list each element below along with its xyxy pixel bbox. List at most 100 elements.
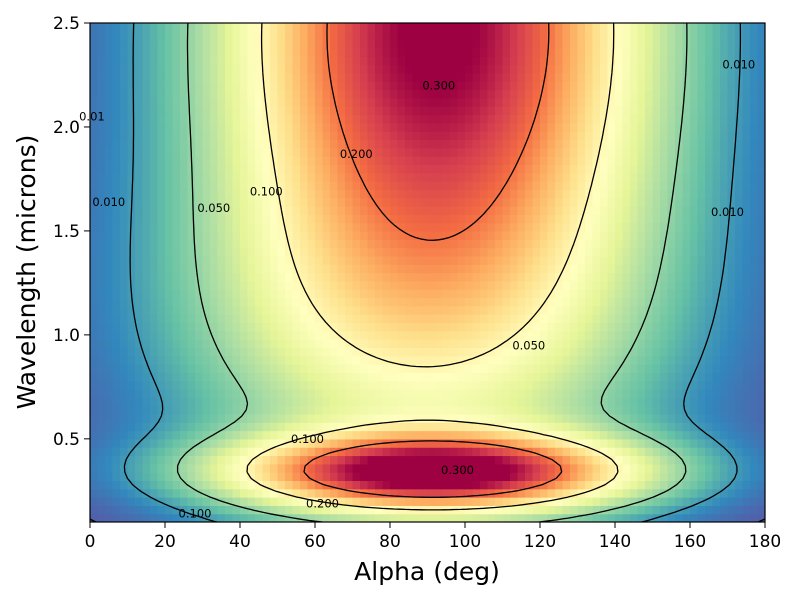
heatmap-cell [270, 372, 279, 382]
heatmap-cell [637, 513, 646, 522]
heatmap-cell [330, 363, 339, 373]
heatmap-cell [562, 97, 571, 107]
heatmap-cell [517, 247, 526, 257]
heatmap-cell [615, 297, 624, 307]
heatmap-cell [322, 81, 331, 91]
heatmap-cell [555, 339, 564, 348]
heatmap-cell [150, 497, 159, 506]
heatmap-cell [90, 122, 99, 132]
heatmap-cell [202, 214, 211, 224]
heatmap-cell [517, 89, 526, 99]
heatmap-cell [127, 255, 136, 265]
heatmap-cell [255, 131, 264, 141]
heatmap-cell [615, 488, 624, 498]
heatmap-cell [607, 463, 616, 473]
heatmap-cell [247, 230, 256, 240]
heatmap-cell [570, 430, 579, 440]
heatmap-cell [555, 255, 564, 265]
heatmap-cell [570, 139, 579, 149]
heatmap-cell [157, 247, 166, 257]
heatmap-cell [412, 189, 421, 199]
heatmap-cell [397, 156, 406, 165]
heatmap-cell [202, 247, 211, 257]
heatmap-cell [750, 89, 759, 99]
heatmap-cell [90, 513, 99, 522]
heatmap-cell [172, 480, 181, 490]
heatmap-cell [157, 297, 166, 307]
heatmap-cell [142, 422, 151, 432]
heatmap-cell [127, 305, 136, 315]
heatmap-cell [480, 497, 489, 506]
heatmap-cell [225, 388, 234, 398]
heatmap-cell [682, 197, 691, 207]
heatmap-cell [97, 255, 106, 265]
heatmap-cell [735, 347, 744, 357]
heatmap-cell [97, 347, 106, 357]
heatmap-cell [225, 480, 234, 490]
heatmap-cell [750, 363, 759, 373]
heatmap-cell [532, 380, 541, 390]
heatmap-cell [315, 197, 324, 207]
heatmap-cell [285, 147, 294, 157]
heatmap-cell [97, 314, 106, 323]
heatmap-cell [352, 289, 361, 299]
heatmap-cell [165, 156, 174, 165]
heatmap-cell [202, 339, 211, 348]
heatmap-cell [547, 388, 556, 398]
heatmap-cell [277, 388, 286, 398]
heatmap-cell [270, 297, 279, 307]
heatmap-cell [427, 230, 436, 240]
heatmap-cell [247, 56, 256, 66]
heatmap-cell [277, 314, 286, 323]
heatmap-cell [585, 214, 594, 224]
heatmap-cell [285, 347, 294, 357]
heatmap-cell [97, 189, 106, 199]
heatmap-cell [375, 106, 384, 116]
heatmap-cell [427, 330, 436, 340]
heatmap-cell [382, 314, 391, 323]
heatmap-cell [622, 255, 631, 265]
heatmap-cell [307, 480, 316, 490]
heatmap-cell [705, 397, 714, 407]
heatmap-cell [472, 89, 481, 99]
heatmap-cell [127, 64, 136, 74]
heatmap-cell [697, 222, 706, 232]
heatmap-cell [742, 513, 751, 522]
heatmap-cell [607, 363, 616, 373]
heatmap-cell [375, 280, 384, 290]
heatmap-cell [405, 472, 414, 482]
heatmap-cell [112, 305, 121, 315]
heatmap-cell [255, 147, 264, 157]
heatmap-cell [127, 97, 136, 107]
heatmap-cell [142, 255, 151, 265]
heatmap-cell [210, 438, 219, 448]
heatmap-cell [645, 397, 654, 407]
heatmap-cell [360, 72, 369, 82]
heatmap-cell [285, 122, 294, 132]
heatmap-cell [720, 81, 729, 91]
heatmap-cell [622, 106, 631, 116]
heatmap-cell [427, 64, 436, 74]
heatmap-cell [562, 172, 571, 182]
heatmap-cell [435, 255, 444, 265]
heatmap-cell [180, 122, 189, 132]
heatmap-cell [315, 480, 324, 490]
heatmap-cell [217, 289, 226, 299]
heatmap-cell [202, 156, 211, 165]
heatmap-cell [180, 89, 189, 99]
heatmap-cell [322, 164, 331, 174]
heatmap-cell [180, 156, 189, 165]
heatmap-cell [577, 363, 586, 373]
heatmap-cell [255, 247, 264, 257]
heatmap-cell [255, 89, 264, 99]
heatmap-cell [705, 413, 714, 423]
heatmap-cell [382, 64, 391, 74]
heatmap-cell [157, 197, 166, 207]
heatmap-cell [615, 438, 624, 448]
heatmap-cell [660, 372, 669, 382]
heatmap-cell [465, 488, 474, 498]
heatmap-cell [262, 272, 271, 282]
heatmap-cell [472, 422, 481, 432]
heatmap-cell [330, 380, 339, 390]
heatmap-cell [150, 264, 159, 274]
